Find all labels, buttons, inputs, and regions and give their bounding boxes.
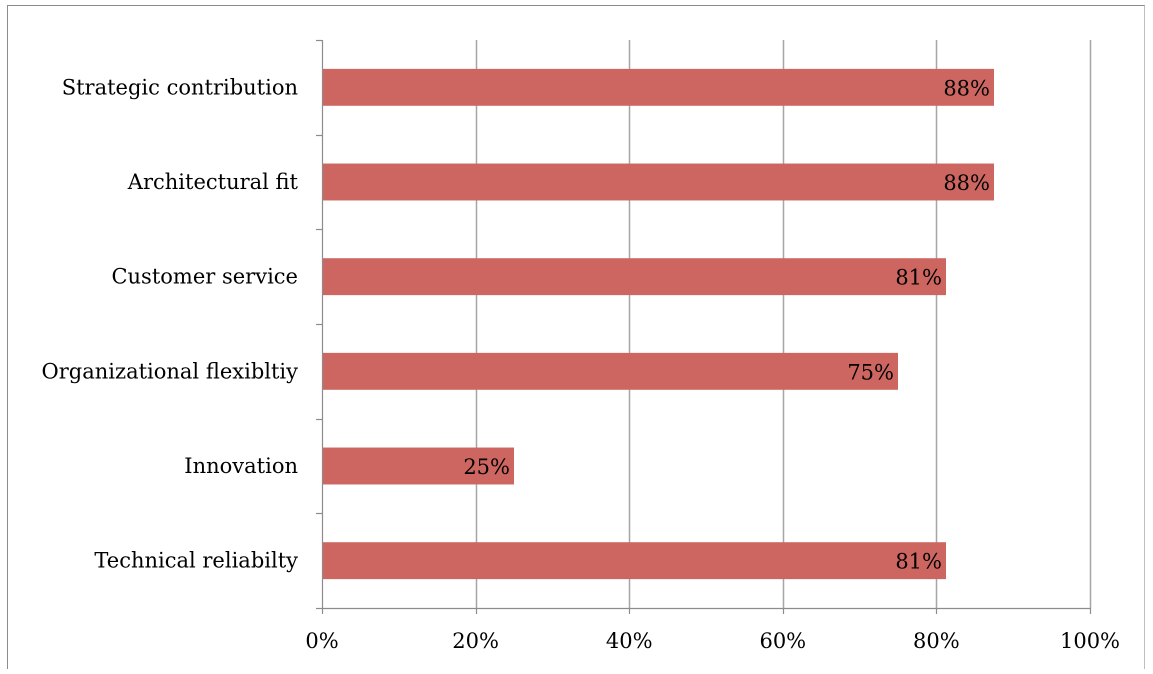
category-label: Architectural fit (127, 170, 299, 194)
x-tick-label: 80% (913, 629, 960, 653)
bar (323, 447, 514, 485)
category-label: Innovation (184, 454, 298, 478)
x-tick-label: 100% (1060, 629, 1120, 653)
x-tick-label: 0% (305, 629, 338, 653)
data-label: 75% (847, 360, 894, 384)
axes (316, 39, 1092, 614)
category-label: Customer service (111, 265, 298, 289)
gridlines (475, 40, 1092, 608)
bar (323, 68, 994, 106)
data-label: 81% (895, 266, 942, 290)
bar (323, 163, 994, 201)
data-label: 88% (943, 171, 990, 195)
bar (323, 352, 898, 390)
x-tick-label: 60% (759, 629, 806, 653)
category-label: Organizational flexibltiy (42, 359, 299, 383)
bar (323, 258, 946, 296)
category-label: Technical reliabilty (94, 549, 298, 573)
data-label: 88% (943, 76, 990, 100)
labels: 0% 20% 40% 60% 80% 100% Strategic contribution… (42, 75, 1120, 653)
x-tick-label: 20% (452, 629, 499, 653)
data-label: 81% (895, 550, 942, 574)
x-tick-label: 40% (606, 629, 653, 653)
bar (323, 542, 946, 580)
bars (323, 68, 994, 580)
category-label: Strategic contribution (62, 75, 298, 99)
data-label: 25% (463, 455, 510, 479)
